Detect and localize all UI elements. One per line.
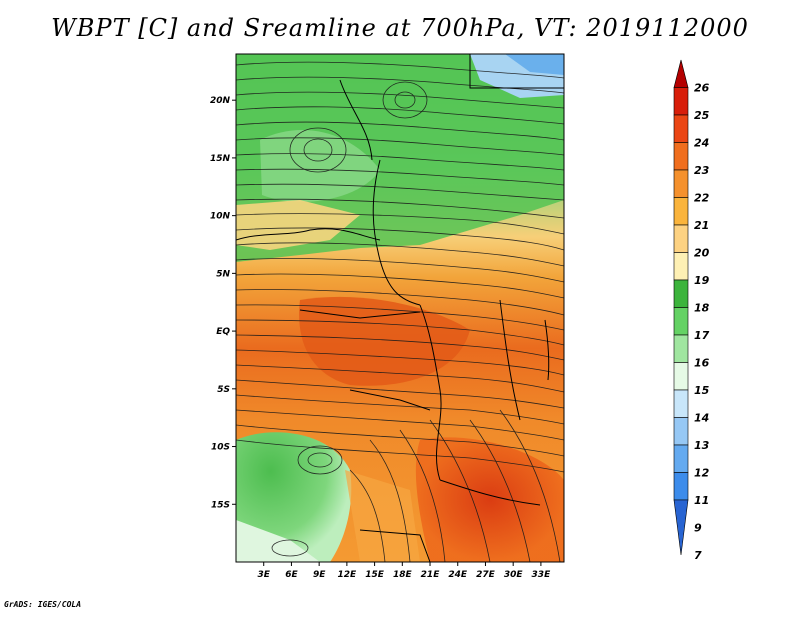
colorbar-label: 11 [694, 494, 709, 507]
colorbar-swatch [673, 499, 689, 556]
colorbar-label: 12 [694, 467, 710, 480]
colorbar-swatch [673, 252, 689, 281]
colorbar-label: 7 [694, 549, 702, 562]
colorbar-label: 24 [694, 137, 709, 150]
colorbar-label: 9 [694, 522, 702, 535]
colorbar-swatch [673, 279, 689, 308]
colorbar-label: 22 [694, 192, 710, 205]
lat-tick-label: 10N [210, 212, 231, 222]
country-borders [236, 54, 564, 562]
lat-tick-label: 5S [217, 385, 230, 395]
colorbar-swatch [673, 87, 689, 116]
colorbar-label: 25 [694, 109, 710, 122]
colorbar-swatch [673, 417, 689, 446]
colorbar-label: 20 [694, 247, 710, 260]
lon-tick-label: 24E [448, 570, 468, 580]
lon-tick-label: 27E [476, 570, 496, 580]
lat-tick-label: 5N [216, 269, 230, 279]
lat-tick-label: 10S [211, 443, 230, 453]
lat-tick-label: EQ [216, 327, 230, 337]
colorbar-swatch [673, 334, 689, 363]
lat-tick-label: 15N [210, 154, 231, 164]
longitude-axis: 3E 6E 9E 12E 15E 18E 21E 24E 27E 30E 33E [258, 562, 552, 580]
lon-tick-label: 9E [313, 570, 326, 580]
colorbar-swatch [673, 472, 689, 501]
lat-tick-label: 20N [210, 96, 231, 106]
lon-tick-label: 3E [258, 570, 271, 580]
lon-tick-label: 30E [504, 570, 524, 580]
colorbar-label: 23 [694, 164, 710, 177]
colorbar: 26 25 24 23 22 21 20 19 18 17 16 15 14 13 12 11 9 7 [673, 59, 710, 562]
lat-tick-label: 15S [211, 500, 230, 510]
colorbar-swatch [673, 307, 689, 336]
colorbar-label: 19 [694, 274, 710, 287]
colorbar-swatch [673, 362, 689, 391]
colorbar-swatch [673, 169, 689, 198]
colorbar-swatch [673, 197, 689, 226]
colorbar-label: 15 [694, 384, 710, 397]
lon-tick-label: 12E [338, 570, 358, 580]
grads-credit: GrADS: IGES/COLA [4, 600, 82, 609]
colorbar-swatch [673, 142, 689, 171]
colorbar-label: 13 [694, 439, 710, 452]
wbpt-shading [236, 54, 564, 562]
lon-tick-label: 18E [393, 570, 413, 580]
map-title: WBPT [C] and Sreamline at 700hPa, VT: 20… [51, 14, 749, 42]
colorbar-label: 21 [694, 219, 709, 232]
streamlines [236, 61, 564, 562]
colorbar-swatch [673, 114, 689, 143]
colorbar-label: 14 [694, 412, 709, 425]
map-frame [235, 53, 565, 563]
lon-tick-label: 6E [285, 570, 298, 580]
colorbar-label: 16 [694, 357, 710, 370]
colorbar-swatch [673, 389, 689, 418]
colorbar-swatch [673, 224, 689, 253]
lon-tick-label: 21E [421, 570, 441, 580]
colorbar-swatch [673, 444, 689, 473]
colorbar-label: 18 [694, 302, 710, 315]
lon-tick-label: 33E [532, 570, 552, 580]
lon-tick-label: 15E [365, 570, 385, 580]
colorbar-swatch [673, 59, 689, 88]
colorbar-label: 26 [694, 82, 710, 95]
latitude-axis: 20N 15N 10N 5N EQ 5S 10S 15S [210, 96, 236, 510]
colorbar-label: 17 [694, 329, 710, 342]
